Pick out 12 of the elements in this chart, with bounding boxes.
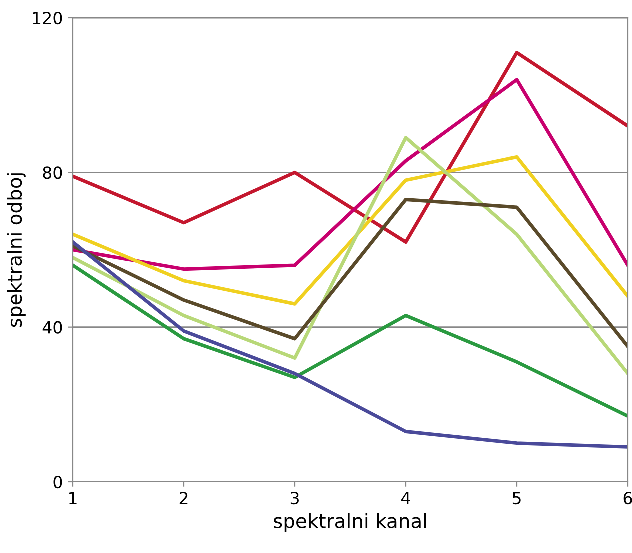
x-tick-label: 1 [70, 492, 77, 504]
x-tick-label: 5 [512, 492, 521, 505]
x-tick-label: 2 [180, 492, 188, 504]
x-tick-label: 4 [402, 492, 410, 504]
y-tick-label: 0 [54, 476, 62, 489]
y-tick-label: 40 [42, 321, 62, 334]
y-tick-label: 120 [33, 12, 62, 25]
x-tick-label: 3 [290, 492, 299, 505]
x-axis-title: spektralni kanal [274, 513, 426, 532]
y-axis-title: spektralni odboj [7, 174, 26, 328]
x-tick-label: 6 [624, 492, 632, 505]
y-tick-label: 80 [43, 166, 62, 180]
